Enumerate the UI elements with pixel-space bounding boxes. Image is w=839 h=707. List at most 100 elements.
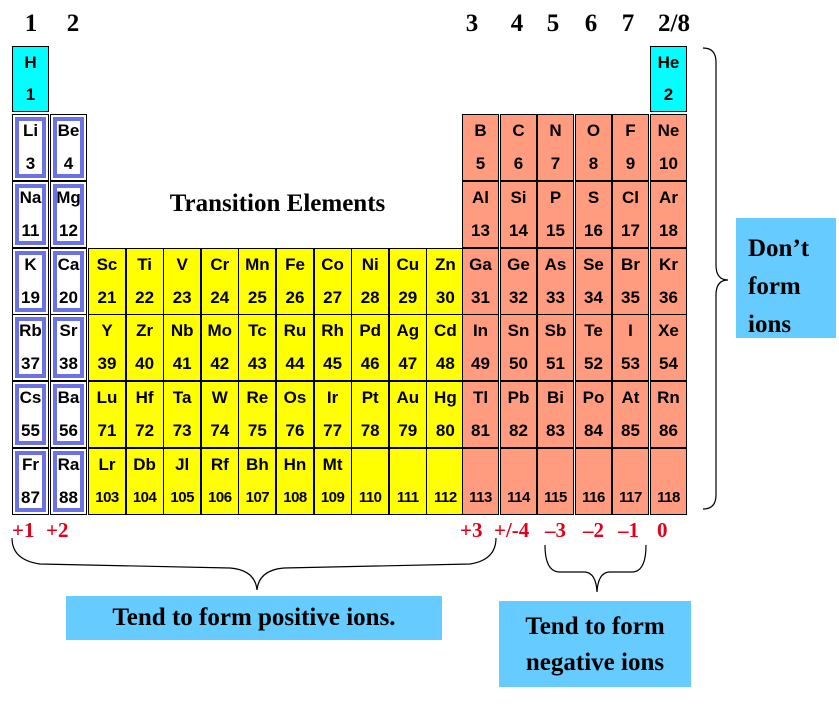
- atomic-number: 10: [659, 154, 678, 173]
- element-symbol: B: [474, 121, 487, 140]
- atomic-number: 5: [475, 154, 486, 173]
- element-symbol: Ra: [57, 455, 80, 474]
- element-cell-56: Ba 56: [50, 381, 87, 448]
- element-cell-12: Mg 12: [50, 181, 87, 248]
- atomic-number: 25: [247, 288, 267, 307]
- element-symbol: Na: [19, 188, 42, 207]
- element-cell-55: Cs 55: [12, 381, 49, 448]
- element-cell-41: Nb 41: [163, 314, 202, 381]
- atomic-number: 34: [584, 288, 603, 307]
- charge-label-zero: 0: [657, 518, 668, 542]
- atomic-number: 111: [396, 489, 419, 506]
- atomic-number: 35: [621, 288, 640, 307]
- element-symbol: V: [176, 255, 188, 274]
- element-symbol: Ir: [326, 388, 339, 407]
- element-symbol: Zr: [136, 321, 154, 340]
- atomic-number: 21: [97, 288, 117, 307]
- element-cell-82: Pb 82: [500, 381, 537, 448]
- element-symbol: Fe: [285, 255, 305, 274]
- element-cell-114: 114: [500, 448, 537, 515]
- element-cell-73: Ta 73: [163, 381, 202, 448]
- atomic-number: 73: [172, 421, 192, 440]
- element-cell-46: Pd 46: [351, 314, 390, 381]
- charge-label-plus-minus-4: +/-4: [494, 518, 530, 542]
- element-symbol: Sb: [544, 321, 567, 340]
- element-symbol: Fr: [22, 455, 39, 474]
- callout-line: negative ions: [525, 649, 665, 676]
- element-cell-107: Bh 107: [238, 448, 277, 515]
- atomic-number: 1: [25, 85, 36, 104]
- element-symbol: Mt: [322, 455, 343, 474]
- element-symbol: O: [586, 121, 601, 140]
- element-cell-88: Ra 88: [50, 448, 87, 515]
- atomic-number: 112: [434, 489, 457, 506]
- element-cell-2: He 2: [650, 46, 687, 112]
- element-cell-80: Hg 80: [426, 381, 465, 448]
- atomic-number: 6: [513, 154, 524, 173]
- element-symbol: Kr: [659, 255, 678, 274]
- atomic-number: 2: [663, 85, 674, 104]
- atomic-number: 20: [59, 288, 78, 307]
- element-cell-16: S 16: [575, 181, 612, 248]
- group-header-noble: 2/8: [658, 10, 690, 37]
- element-symbol: Cr: [210, 255, 230, 274]
- element-cell-31: Ga 31: [462, 248, 499, 315]
- element-cell-112: 112: [426, 448, 465, 515]
- element-symbol: Ge: [507, 255, 530, 274]
- element-symbol: Xe: [658, 321, 679, 340]
- atomic-number: 46: [360, 354, 380, 373]
- atomic-number: 48: [435, 354, 455, 373]
- element-cell-50: Sn 50: [500, 314, 537, 381]
- element-cell-117: 117: [612, 448, 649, 515]
- atomic-number: 27: [323, 288, 343, 307]
- element-cell-30: Zn 30: [426, 248, 465, 315]
- element-symbol: Sn: [507, 321, 530, 340]
- element-symbol: C: [512, 121, 525, 140]
- atomic-number: 31: [471, 288, 490, 307]
- element-cell-38: Sr 38: [50, 314, 87, 381]
- element-symbol: Al: [472, 188, 489, 207]
- atomic-number: 118: [657, 489, 680, 506]
- element-cell-53: I 53: [612, 314, 649, 381]
- element-symbol: K: [24, 255, 37, 274]
- atomic-number: 15: [546, 221, 565, 240]
- element-cell-87: Fr 87: [12, 448, 49, 515]
- callout-line: Don’t: [748, 235, 810, 262]
- element-symbol: Co: [321, 255, 344, 274]
- element-cell-79: Au 79: [388, 381, 427, 448]
- atomic-number: 79: [398, 421, 418, 440]
- element-cell-23: V 23: [163, 248, 202, 315]
- element-cell-81: Tl 81: [462, 381, 499, 448]
- element-cell-13: Al 13: [462, 181, 499, 248]
- atomic-number: 13: [471, 221, 490, 240]
- element-symbol: Ar: [659, 188, 678, 207]
- group-header-6: 6: [584, 10, 598, 37]
- element-symbol: Hn: [283, 455, 307, 474]
- element-cell-77: Ir 77: [313, 381, 352, 448]
- atomic-number: 40: [135, 354, 155, 373]
- charge-label-plus-3: +3: [460, 518, 483, 542]
- element-symbol: S: [587, 188, 600, 207]
- element-cell-113: 113: [462, 448, 499, 515]
- element-cell-14: Si 14: [500, 181, 537, 248]
- element-symbol: Db: [133, 455, 156, 474]
- element-symbol: Cl: [622, 188, 639, 207]
- element-symbol: Ru: [283, 321, 307, 340]
- charge-label-minus-3: –3: [545, 518, 566, 542]
- brace-right: [702, 47, 729, 510]
- transition-elements-label: Transition Elements: [169, 190, 386, 217]
- element-symbol: Cu: [396, 255, 420, 274]
- element-symbol: Os: [283, 388, 307, 407]
- element-cell-4: Be 4: [50, 114, 87, 181]
- callout-line: form: [748, 273, 801, 300]
- element-cell-108: Hn 108: [276, 448, 314, 515]
- element-symbol: Y: [101, 321, 113, 340]
- element-symbol: Hg: [434, 388, 457, 407]
- element-cell-72: Hf 72: [125, 381, 164, 448]
- charge-label-plus-2: +2: [46, 518, 69, 542]
- element-cell-18: Ar 18: [650, 181, 687, 248]
- element-symbol: He: [657, 53, 680, 72]
- element-symbol: H: [24, 53, 37, 72]
